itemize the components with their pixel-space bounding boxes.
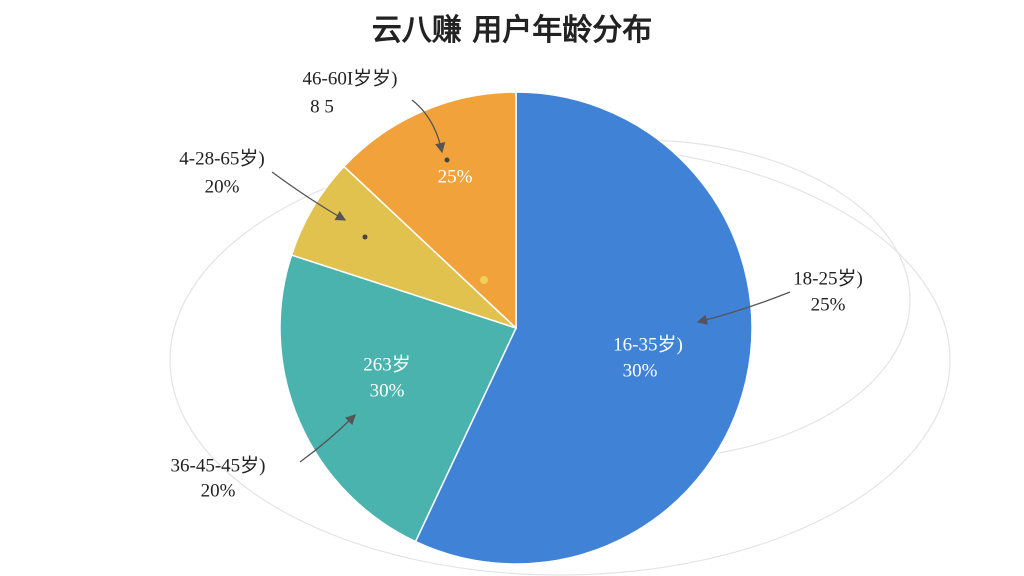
pie-slice — [290, 165, 517, 329]
arrow — [696, 291, 791, 325]
pie — [279, 91, 753, 565]
annotation: 16-35岁) — [613, 333, 683, 355]
dot — [362, 234, 368, 240]
annotation: 36-45-45岁) — [171, 454, 266, 476]
pie-slice — [342, 91, 517, 330]
annotation: 20% — [205, 176, 240, 197]
arrow — [299, 414, 356, 463]
annotation: 30% — [623, 360, 658, 381]
arrow — [411, 99, 446, 154]
chart-title: 云八赚 用户年龄分布 — [372, 13, 652, 48]
dot — [480, 276, 488, 284]
dot — [444, 157, 450, 163]
annotation: 263岁 — [363, 353, 411, 375]
annotation: 20% — [201, 480, 236, 501]
annotation: 18-25岁) — [793, 267, 863, 289]
pie-slice — [279, 254, 518, 543]
annotation: 46-60I岁岁) — [303, 67, 398, 89]
annotation: 30% — [370, 380, 405, 401]
annotation: 25% — [811, 294, 846, 315]
annotation: 8 5 — [310, 96, 334, 117]
arrow — [271, 171, 347, 221]
pie-slice — [414, 91, 753, 565]
annotation: 25% — [438, 166, 473, 187]
annotation: 4-28-65岁) — [179, 147, 264, 169]
